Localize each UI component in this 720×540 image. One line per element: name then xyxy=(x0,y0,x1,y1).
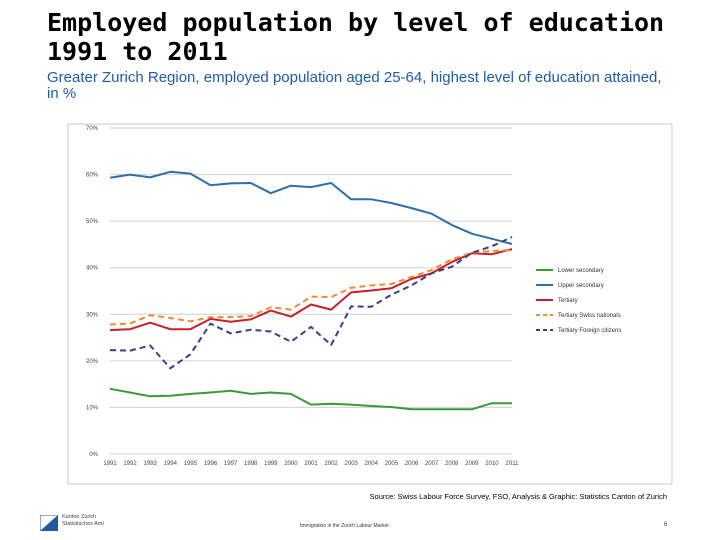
y-tick-label: 60% xyxy=(86,173,99,179)
x-tick-label: 1999 xyxy=(264,461,278,467)
series-line-lower-secondary xyxy=(109,387,512,411)
y-tick-label: 0% xyxy=(89,452,98,458)
x-tick-label: 1991 xyxy=(103,461,117,467)
y-tick-label: 50% xyxy=(86,219,99,225)
series-line-tertiary-foreign xyxy=(109,236,513,370)
x-tick-label: 2000 xyxy=(284,461,298,467)
legend-label: Tertiary Swiss nationals xyxy=(558,313,621,319)
legend-label: Tertiary Foreign citizens xyxy=(558,328,621,334)
gridlines xyxy=(110,127,512,455)
legend: Lower secondary Upper secondary Tertiary Te… xyxy=(536,268,621,334)
series-line-tertiary xyxy=(109,248,513,332)
y-tick-label: 40% xyxy=(86,266,99,272)
x-tick-label: 2006 xyxy=(405,461,419,467)
x-tick-label: 2001 xyxy=(304,461,318,467)
x-tick-label: 1993 xyxy=(144,461,158,467)
legend-label: Tertiary xyxy=(558,298,578,304)
logo-line-1: Kanton Zürich xyxy=(62,514,97,520)
legend-label: Upper secondary xyxy=(558,283,604,289)
canton-zurich-logo: Kanton Zürich Statistisches Amt xyxy=(40,511,150,537)
x-tick-label: 1998 xyxy=(244,461,258,467)
y-tick-label: 20% xyxy=(86,359,99,365)
x-tick-label: 1995 xyxy=(184,461,198,467)
x-tick-label: 1992 xyxy=(123,461,137,467)
x-tick-label: 2005 xyxy=(385,461,399,467)
x-tick-label: 1996 xyxy=(204,461,218,467)
logo-text: Kanton Zürich Statistisches Amt xyxy=(62,514,104,528)
logo-line-2: Statistisches Amt xyxy=(62,521,104,527)
line-chart: 0% 10% 20% 30% 40% 50% 60% 70% 1991 1992 1993 1994… xyxy=(67,123,673,485)
legend-label: Lower secondary xyxy=(558,268,604,274)
x-tick-label: 2011 xyxy=(506,461,520,467)
x-axis-ticks: 1991 1992 1993 1994 1995 1996 1997 1998 1999 2000… xyxy=(103,461,519,467)
x-tick-label: 2002 xyxy=(324,461,338,467)
x-tick-label: 1994 xyxy=(164,461,178,467)
x-tick-label: 1997 xyxy=(224,461,238,467)
plot-frame xyxy=(67,123,673,485)
page-number: 6 xyxy=(664,522,668,528)
series-line-upper-secondary xyxy=(109,170,513,245)
x-tick-label: 2003 xyxy=(345,461,359,467)
x-tick-label: 2010 xyxy=(485,461,499,467)
source-note: Source: Swiss Labour Force Survey, FSO, … xyxy=(369,492,667,501)
zurich-shield-icon xyxy=(40,515,58,531)
x-tick-label: 2004 xyxy=(365,461,379,467)
slide-title: Employed population by level of educatio… xyxy=(47,8,665,66)
x-tick-label: 2008 xyxy=(445,461,459,467)
x-tick-label: 2007 xyxy=(425,461,439,467)
y-axis-ticks: 0% 10% 20% 30% 40% 50% 60% 70% xyxy=(86,126,99,458)
series-lines xyxy=(109,170,513,411)
y-tick-label: 30% xyxy=(86,312,99,318)
y-tick-label: 70% xyxy=(86,126,99,132)
y-tick-label: 10% xyxy=(86,405,99,411)
slide-subtitle: Greater Zurich Region, employed populati… xyxy=(47,69,662,102)
x-tick-label: 2009 xyxy=(465,461,479,467)
footer-title: Immigration in the Zurich Labour Market xyxy=(300,523,389,529)
